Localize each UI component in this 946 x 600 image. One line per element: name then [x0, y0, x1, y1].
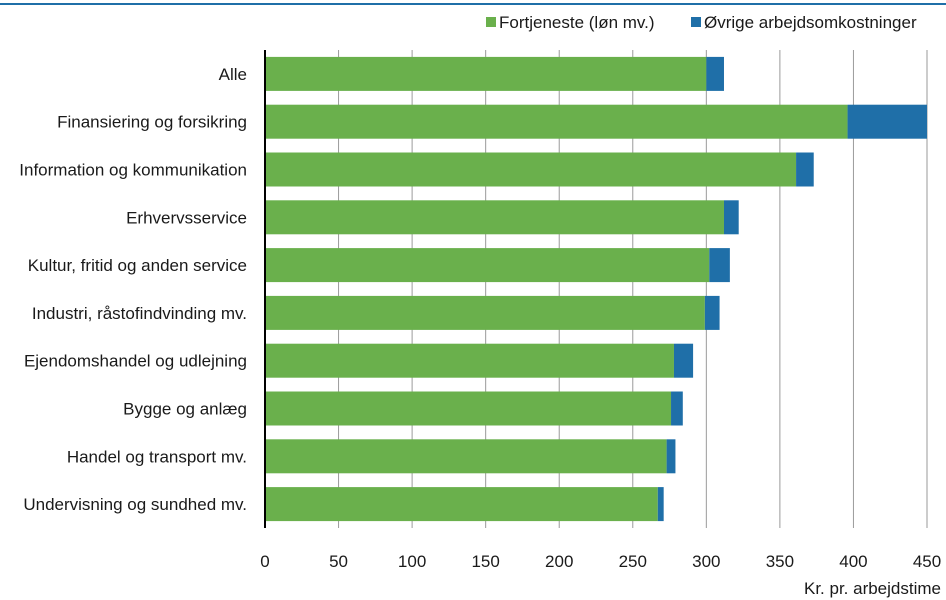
- x-tick-label-200: 200: [545, 552, 573, 571]
- category-label-5: Industri, råstofindvinding mv.: [32, 304, 247, 323]
- bar-fortjeneste-8: [265, 439, 667, 474]
- bar-fortjeneste-3: [265, 200, 724, 235]
- x-tick-label-150: 150: [471, 552, 499, 571]
- category-label-0: Alle: [219, 65, 247, 84]
- bar-fortjeneste-9: [265, 487, 658, 522]
- category-label-2: Information og kommunikation: [19, 161, 247, 180]
- bar-oevrige-7: [671, 391, 683, 426]
- bar-fortjeneste-1: [265, 104, 848, 139]
- legend: Fortjeneste (løn mv.) Øvrige arbejdsomko…: [486, 13, 917, 32]
- bar-oevrige-0: [706, 56, 724, 91]
- x-tick-labels: 0 50 100 150 200 250 300 350 400 450: [260, 552, 941, 571]
- x-tick-label-250: 250: [619, 552, 647, 571]
- bar-oevrige-4: [709, 248, 730, 283]
- bar-oevrige-2: [796, 152, 814, 187]
- x-tick-label-50: 50: [329, 552, 348, 571]
- x-tick-label-450: 450: [913, 552, 941, 571]
- legend-label-fortjeneste: Fortjeneste (løn mv.): [499, 13, 655, 32]
- bar-fortjeneste-2: [265, 152, 797, 187]
- x-axis-title: Kr. pr. arbejdstime: [804, 579, 941, 598]
- x-tick-label-400: 400: [839, 552, 867, 571]
- category-label-8: Handel og transport mv.: [67, 447, 247, 466]
- x-tick-label-0: 0: [260, 552, 269, 571]
- bar-oevrige-5: [704, 295, 720, 330]
- legend-label-oevrige: Øvrige arbejdsomkostninger: [704, 13, 917, 32]
- legend-swatch-oevrige: [691, 17, 701, 27]
- bar-fortjeneste-5: [265, 295, 705, 330]
- category-label-9: Undervisning og sundhed mv.: [23, 495, 247, 514]
- bar-fortjeneste-4: [265, 248, 710, 283]
- bar-fortjeneste-6: [265, 343, 674, 378]
- x-tick-label-100: 100: [398, 552, 426, 571]
- bar-fortjeneste-0: [265, 56, 707, 91]
- bar-oevrige-8: [666, 439, 676, 474]
- category-label-7: Bygge og anlæg: [123, 400, 247, 419]
- category-label-1: Finansiering og forsikring: [57, 113, 247, 132]
- bar-oevrige-3: [723, 200, 739, 235]
- bar-fortjeneste-7: [265, 391, 672, 426]
- bar-oevrige-1: [847, 104, 927, 139]
- legend-swatch-fortjeneste: [486, 17, 496, 27]
- bars: [265, 56, 927, 522]
- x-tick-label-300: 300: [692, 552, 720, 571]
- category-label-4: Kultur, fritid og anden service: [28, 256, 247, 275]
- category-labels: Alle Finansiering og forsikring Informatio…: [19, 65, 247, 514]
- bar-oevrige-6: [673, 343, 694, 378]
- x-tick-label-350: 350: [766, 552, 794, 571]
- category-label-3: Erhvervsservice: [126, 208, 247, 227]
- bar-oevrige-9: [657, 487, 664, 522]
- category-label-6: Ejendomshandel og udlejning: [24, 352, 247, 371]
